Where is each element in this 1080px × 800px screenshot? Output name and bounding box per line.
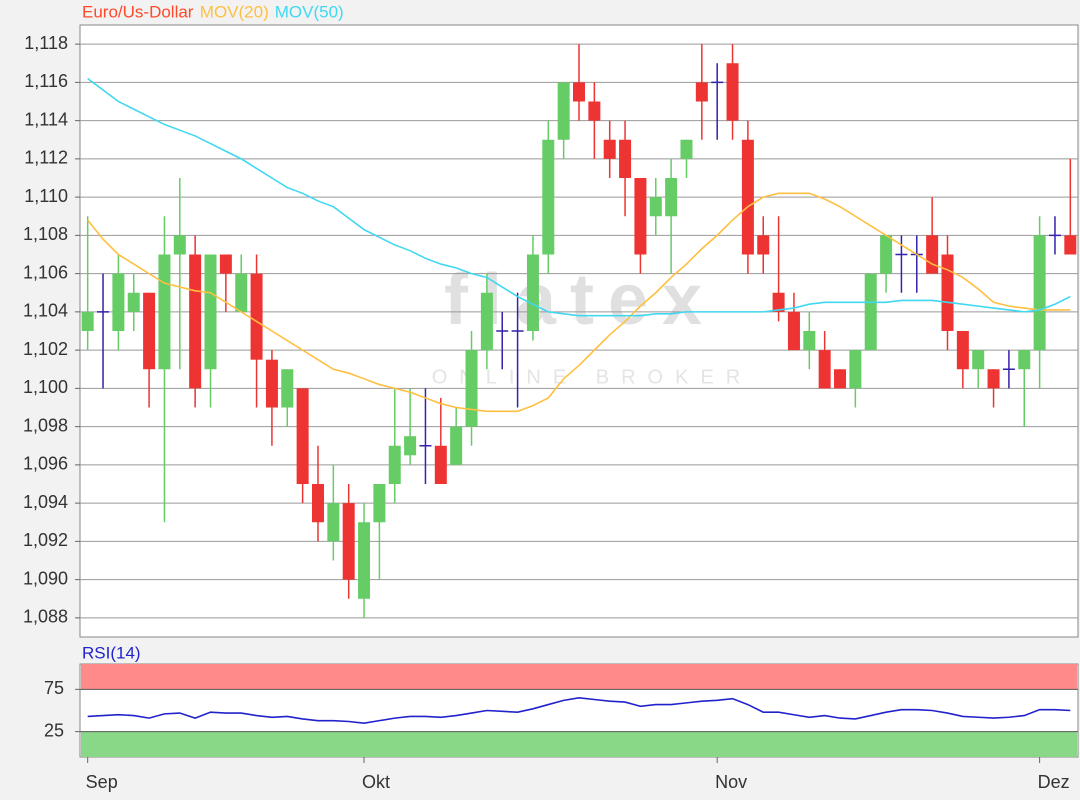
candle-body: [741, 139, 754, 255]
candle-body: [434, 445, 447, 484]
candle-body: [603, 139, 616, 159]
candle-body: [1018, 350, 1031, 370]
candle-body: [281, 369, 294, 408]
main-plot-area: [79, 24, 1079, 638]
candle-body: [834, 369, 847, 389]
candle-body: [557, 82, 570, 140]
candle-body: [757, 235, 770, 255]
x-tick-label: Sep: [86, 772, 118, 792]
candle-body: [342, 503, 355, 580]
candle-body: [143, 292, 156, 370]
candle-body: [573, 82, 585, 102]
candle-body: [818, 350, 831, 389]
y-tick-label: 1,108: [23, 224, 68, 244]
candle-body: [480, 292, 493, 351]
legend-entry: MOV(20): [200, 2, 269, 21]
candle-body: [219, 254, 232, 274]
y-tick-label: 1,098: [23, 415, 68, 435]
candle-body: [619, 139, 632, 178]
y-tick-label: 1,090: [23, 568, 68, 588]
candle-body: [189, 254, 202, 389]
candle-body: [204, 254, 217, 370]
candle-body: [726, 63, 739, 121]
candle-body: [588, 101, 601, 121]
y-tick-label: 1,114: [24, 109, 68, 129]
y-tick-label: 1,088: [23, 607, 68, 627]
legend-entry: Euro/Us-Dollar: [82, 2, 194, 21]
candle-body: [956, 331, 969, 370]
candle-body: [665, 178, 678, 217]
y-tick-label: 75: [44, 678, 64, 698]
candle-body: [926, 235, 939, 274]
y-tick-label: 1,100: [23, 377, 68, 397]
y-tick-label: 1,110: [24, 186, 68, 206]
candle-body: [250, 273, 263, 360]
candle-body: [772, 292, 785, 312]
candle-body: [1064, 235, 1077, 255]
candle-body: [265, 359, 278, 408]
y-tick-label: 1,102: [23, 339, 68, 359]
x-tick-label: Okt: [362, 772, 390, 792]
y-tick-label: 1,094: [23, 492, 68, 512]
candle-body: [849, 350, 862, 389]
candle-body: [941, 254, 954, 331]
candle-body: [127, 292, 140, 312]
candle-body: [987, 369, 1000, 389]
candle-body: [296, 388, 309, 484]
rsi-zone: [81, 731, 1077, 757]
candle-body: [803, 331, 816, 351]
y-tick-label: 1,106: [23, 262, 68, 282]
candle-body: [158, 254, 171, 370]
candle-body: [235, 273, 248, 312]
candle-body: [311, 484, 324, 523]
candle-body: [450, 426, 463, 465]
y-tick-label: 1,104: [23, 301, 68, 321]
candle-body: [81, 311, 94, 331]
moving-average-line: [87, 192, 1071, 413]
rsi-line: [87, 697, 1071, 724]
candle-body: [173, 235, 186, 255]
y-tick-label: 1,092: [23, 530, 68, 550]
candle-body: [972, 350, 985, 370]
legend-entry: MOV(50): [275, 2, 344, 21]
candle-body: [542, 139, 555, 255]
candle-body: [1033, 235, 1046, 351]
candle-body: [112, 273, 125, 331]
candle-body: [649, 197, 662, 217]
candle-body: [404, 436, 417, 456]
rsi-title: RSI(14): [82, 643, 141, 662]
candle-body: [680, 139, 693, 159]
candle-body: [864, 273, 877, 351]
rsi-zone: [81, 664, 1077, 690]
watermark-subtitle: ONLINE BROKER: [432, 366, 752, 388]
candle-body: [787, 311, 800, 351]
y-tick-label: 1,112: [24, 148, 68, 168]
moving-average-line: [87, 77, 1071, 317]
candle-body: [358, 522, 371, 599]
candle-body: [465, 350, 478, 427]
y-tick-label: 1,116: [24, 71, 68, 91]
y-tick-label: 25: [44, 720, 64, 740]
x-tick-label: Dez: [1038, 772, 1070, 792]
x-tick-label: Nov: [715, 772, 747, 792]
candle-body: [634, 178, 647, 255]
candle-body: [373, 484, 386, 523]
candle-body: [526, 254, 539, 331]
candle-body: [388, 445, 401, 484]
candle-body: [695, 82, 708, 102]
candle-body: [327, 503, 340, 542]
y-tick-label: 1,118: [24, 33, 68, 53]
candle-body: [880, 235, 893, 274]
y-tick-label: 1,096: [23, 454, 68, 474]
